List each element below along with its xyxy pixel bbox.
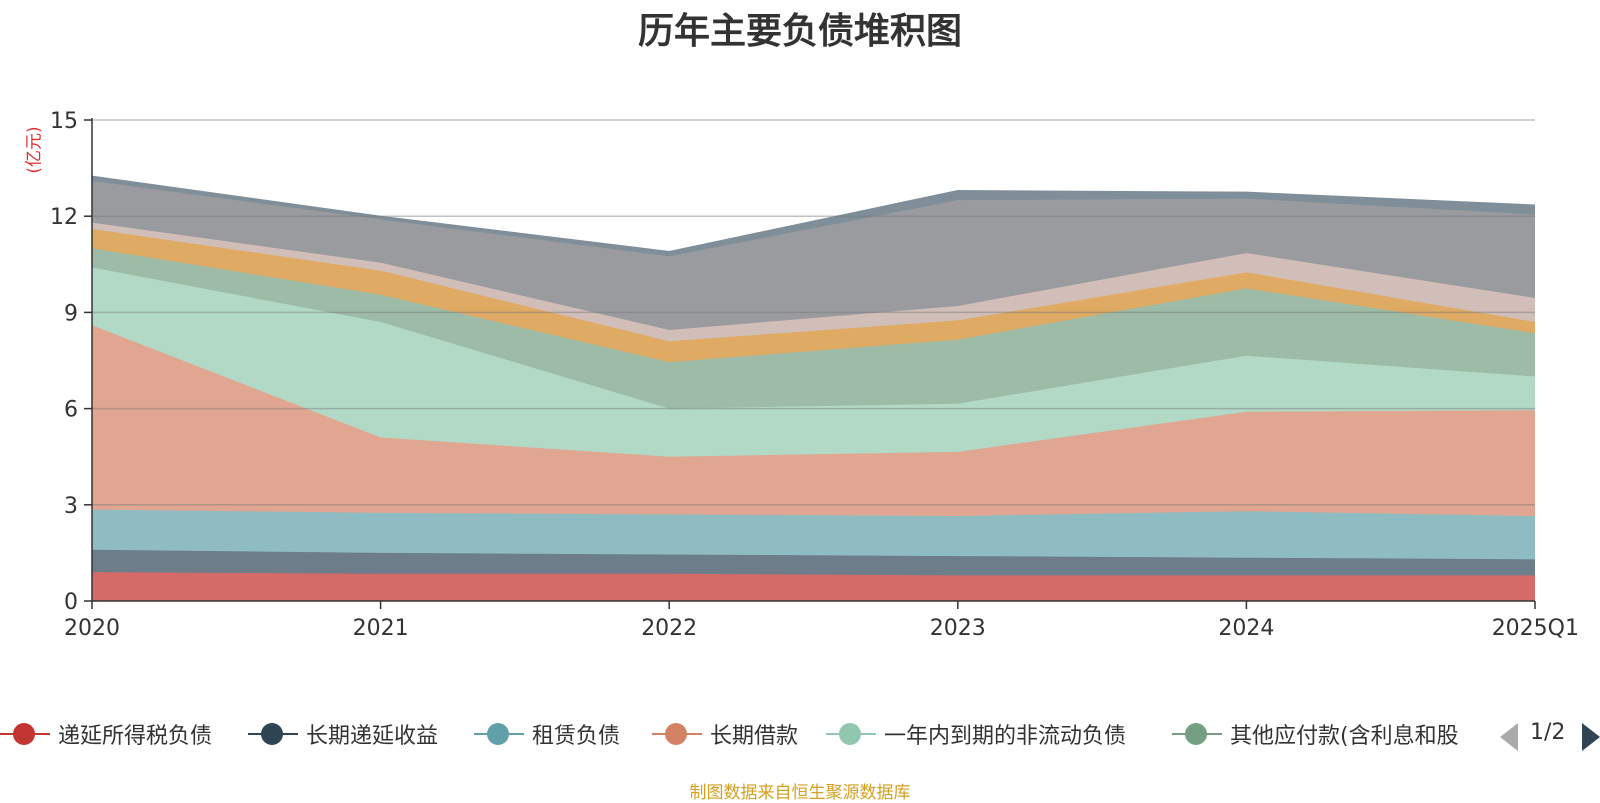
legend-item-1[interactable]: 长期递延收益 [248, 714, 438, 754]
legend-item-5[interactable]: 其他应付款(含利息和股 [1172, 714, 1459, 754]
x-tick-label-2: 2022 [641, 616, 697, 641]
area-series-3 [92, 325, 1535, 517]
legend-prev-page-icon[interactable] [1500, 723, 1518, 751]
legend-marker-icon [248, 722, 298, 746]
legend-pager: 1/2 [1500, 720, 1600, 752]
legend-marker-icon [652, 722, 702, 746]
x-tick-label-3: 2023 [930, 616, 986, 641]
area-series-6 [92, 229, 1535, 363]
data-source-note: 制图数据来自恒生聚源数据库 [689, 783, 911, 803]
legend-page-indicator: 1/2 [1530, 720, 1566, 745]
y-tick-label-5: 15 [50, 109, 78, 134]
legend-marker-icon [0, 722, 50, 746]
legend-label: 递延所得税负债 [58, 724, 213, 749]
area-series-0 [92, 572, 1535, 601]
legend-label: 其他应付款(含利息和股 [1230, 724, 1459, 749]
y-tick-label-0: 0 [64, 590, 78, 615]
area-series-9 [92, 176, 1535, 257]
legend-item-4[interactable]: 一年内到期的非流动负债 [826, 714, 1126, 754]
legend-next-page-icon[interactable] [1582, 723, 1600, 751]
series-line-9 [91, 175, 1536, 252]
x-tick-label-4: 2024 [1218, 616, 1274, 641]
area-series-8 [92, 180, 1535, 331]
legend-label: 长期递延收益 [306, 724, 439, 749]
legend-item-2[interactable]: 租赁负债 [474, 714, 620, 754]
legend-label: 长期借款 [710, 724, 799, 749]
stacked-area-chart: 0 3 6 9 12 15 2020 2021 2022 2023 2024 2025Q1 [50, 109, 1579, 641]
legend-label: 租赁负债 [532, 724, 621, 749]
y-tick-label-2: 6 [64, 398, 78, 423]
y-tick-label-1: 3 [64, 494, 78, 519]
y-tick-label-4: 12 [50, 205, 78, 230]
area-series-2 [92, 509, 1535, 560]
x-tick-label-5: 2025Q1 [1492, 616, 1579, 641]
legend-marker-icon [1172, 722, 1222, 746]
area-series-5 [92, 248, 1535, 409]
series-line-7 [91, 222, 1536, 331]
grid-layer: 0 3 6 9 12 15 [50, 109, 1535, 615]
x-tick-label-1: 2021 [353, 616, 409, 641]
x-tick-label-0: 2020 [64, 616, 120, 641]
chart-legend: 递延所得税负债 长期递延收益 租赁负债 长期借款 一年内到期的非流动负债 其他应付款(含利… [0, 714, 1600, 754]
legend-item-3[interactable]: 长期借款 [652, 714, 798, 754]
legend-marker-icon [474, 722, 524, 746]
chart-title: 历年主要负债堆积图 [637, 11, 962, 52]
area-series-1 [92, 549, 1535, 576]
y-axis-unit: (亿元) [10, 120, 54, 180]
y-axis-unit-label: (亿元) [24, 126, 45, 174]
legend-item-0[interactable]: 递延所得税负债 [0, 714, 212, 754]
legend-label: 一年内到期的非流动负债 [884, 724, 1127, 749]
area-series-4 [92, 267, 1535, 457]
legend-marker-icon [826, 722, 876, 746]
y-tick-label-3: 9 [64, 301, 78, 326]
area-layer [91, 175, 1536, 601]
